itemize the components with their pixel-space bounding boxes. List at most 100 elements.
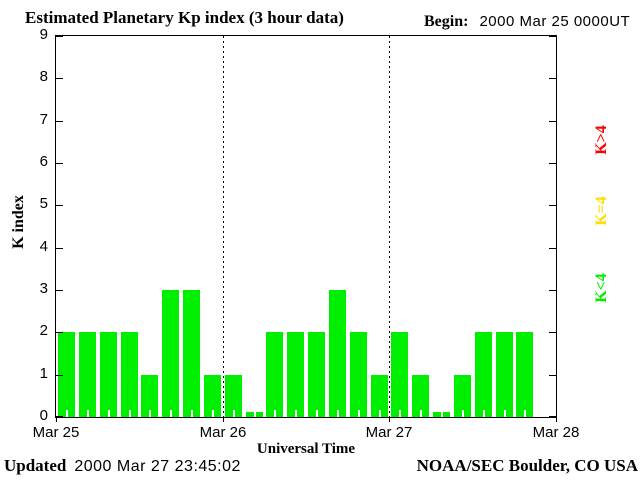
y-tick-label: 4: [39, 238, 48, 255]
x-tick-label: Mar 27: [365, 424, 413, 441]
bar-base-tick: [336, 410, 339, 417]
y-tick-label: 2: [39, 322, 48, 339]
y-tick: [56, 290, 63, 291]
bar-base-tick: [107, 410, 110, 417]
kp-bar: [246, 412, 263, 417]
y-tick: [56, 163, 63, 164]
bar-base-tick: [128, 410, 131, 417]
y-tick-label: 0: [39, 407, 48, 424]
kp-bar: [391, 332, 408, 417]
bar-base-tick: [461, 410, 464, 417]
kp-bar: [266, 332, 283, 417]
bar-base-tick: [86, 410, 89, 417]
y-tick: [549, 36, 556, 37]
kp-bar: [308, 332, 325, 417]
kp-bar: [454, 375, 471, 417]
y-tick: [56, 205, 63, 206]
kp-bar: [121, 332, 138, 417]
kp-bar: [350, 332, 367, 417]
x-axis-label: Universal Time: [256, 441, 356, 457]
kp-bar: [183, 290, 200, 417]
kp-bar: [141, 375, 158, 417]
bar-base-tick: [523, 410, 526, 417]
bar-base-tick: [65, 410, 68, 417]
y-tick-label: 8: [39, 68, 48, 85]
bar-base-tick: [294, 410, 297, 417]
y-tick: [549, 332, 556, 333]
plot-area: [55, 35, 557, 418]
x-tick: [389, 417, 390, 422]
y-tick: [56, 36, 63, 37]
y-tick-label: 1: [39, 365, 48, 382]
begin-value: 2000 Mar 25 0000UT: [479, 13, 631, 30]
updated-timestamp: 2000 Mar 27 23:45:02: [74, 458, 241, 475]
x-tick-label: Mar 26: [199, 424, 247, 441]
kp-bar: [371, 375, 388, 417]
y-tick: [549, 375, 556, 376]
y-tick-label: 7: [39, 111, 48, 128]
bar-base-tick: [440, 412, 443, 417]
legend-k-eq-4: K=4: [593, 196, 610, 226]
y-tick-label: 3: [39, 280, 48, 297]
x-tick: [223, 417, 224, 422]
bar-base-tick: [169, 410, 172, 417]
bar-base-tick: [190, 410, 193, 417]
x-tick-label: Mar 28: [532, 424, 580, 441]
x-tick: [56, 417, 57, 422]
bar-base-tick: [482, 410, 485, 417]
y-tick: [56, 121, 63, 122]
y-tick: [549, 121, 556, 122]
y-tick-label: 6: [39, 153, 48, 170]
kp-bar: [516, 332, 533, 417]
kp-bar: [433, 412, 450, 417]
day-boundary-gridline: [389, 36, 390, 417]
bar-base-tick: [503, 410, 506, 417]
chart-title: Estimated Planetary Kp index (3 hour dat…: [25, 8, 344, 27]
bar-base-tick: [232, 410, 235, 417]
y-tick-label: 9: [39, 26, 48, 43]
x-tick: [556, 417, 557, 422]
bar-base-tick: [253, 412, 256, 417]
y-tick: [549, 205, 556, 206]
y-tick-label: 5: [39, 195, 48, 212]
y-tick: [549, 78, 556, 79]
bar-base-tick: [357, 410, 360, 417]
legend-k-lt-4: K<4: [593, 273, 610, 303]
y-tick: [56, 375, 63, 376]
kp-bar: [100, 332, 117, 417]
day-boundary-gridline: [223, 36, 224, 417]
begin-label: Begin:: [424, 13, 469, 30]
kp-bar: [58, 332, 75, 417]
kp-bar: [329, 290, 346, 417]
bar-base-tick: [148, 410, 151, 417]
y-tick: [56, 332, 63, 333]
kp-bar: [287, 332, 304, 417]
bar-base-tick: [211, 410, 214, 417]
kp-bar: [225, 375, 242, 417]
bar-base-tick: [419, 410, 422, 417]
y-tick: [549, 416, 556, 417]
bar-base-tick: [273, 410, 276, 417]
y-tick: [56, 416, 63, 417]
kp-bar: [496, 332, 513, 417]
y-tick: [549, 290, 556, 291]
bar-base-tick: [378, 410, 381, 417]
bar-base-tick: [398, 410, 401, 417]
y-tick: [56, 78, 63, 79]
bar-base-tick: [315, 410, 318, 417]
kp-bar: [79, 332, 96, 417]
kp-bar: [475, 332, 492, 417]
updated-label: Updated: [4, 456, 67, 475]
kp-bar: [204, 375, 221, 417]
begin-line: Begin: 2000 Mar 25 0000UT: [424, 13, 630, 31]
kp-bar: [162, 290, 179, 417]
y-tick: [549, 163, 556, 164]
x-tick-label: Mar 25: [32, 424, 80, 441]
footer-updated: Updated 2000 Mar 27 23:45:02: [4, 456, 241, 476]
legend-k-gt-4: K>4: [593, 125, 610, 155]
y-tick: [549, 248, 556, 249]
kp-bar: [412, 375, 429, 417]
credit-text: NOAA/SEC Boulder, CO USA: [416, 456, 638, 475]
y-tick: [56, 248, 63, 249]
